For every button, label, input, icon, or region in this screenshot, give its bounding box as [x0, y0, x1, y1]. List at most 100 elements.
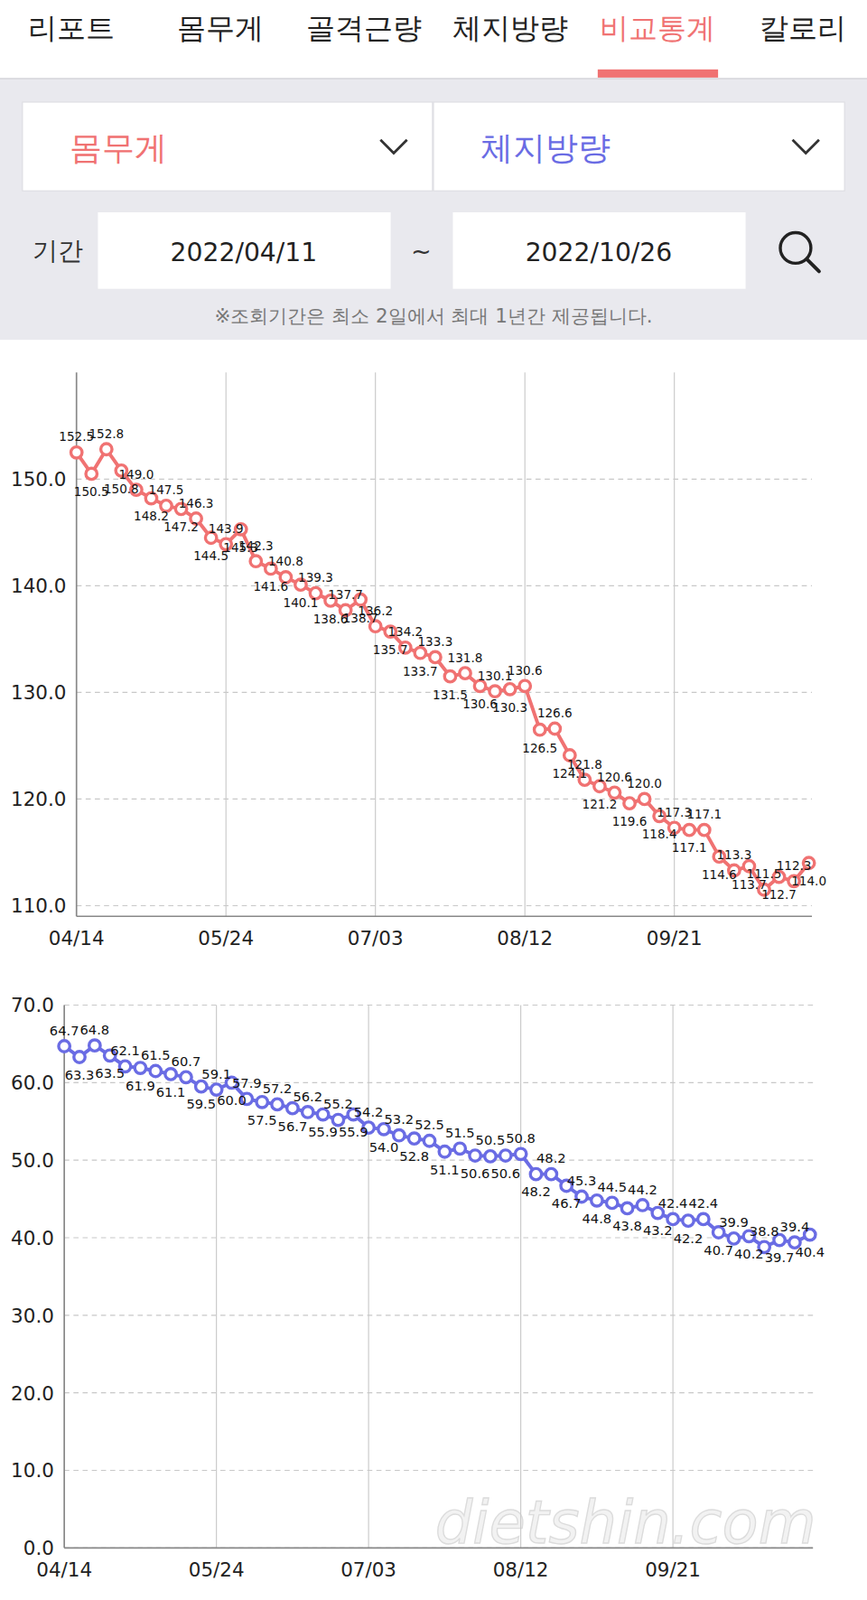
data-label: 53.2 [383, 1110, 414, 1127]
data-label: 39.7 [764, 1249, 795, 1265]
period-label: 기간 [32, 235, 84, 266]
data-label: 142.3 [238, 538, 274, 553]
grid-line [76, 585, 812, 587]
data-label: 114.0 [791, 873, 827, 888]
data-point [444, 670, 456, 681]
chevron [792, 139, 820, 154]
data-point [70, 447, 82, 458]
grid-line [64, 1081, 813, 1083]
data-label: 50.6 [490, 1165, 521, 1181]
y-tick-label: 60.0 [10, 1071, 55, 1094]
data-label: 113.3 [716, 847, 752, 862]
data-label: 143.9 [208, 521, 244, 536]
grid-line [672, 1005, 674, 1548]
data-point [250, 555, 262, 567]
x-tick-label: 07/03 [340, 1557, 397, 1581]
data-label: 149.0 [119, 466, 155, 482]
data-label: 42.4 [658, 1194, 689, 1211]
data-label: 147.2 [163, 519, 199, 534]
grid-line [520, 1005, 522, 1548]
search-button[interactable] [780, 233, 820, 272]
data-point [195, 1080, 207, 1091]
data-label: 59.1 [201, 1065, 232, 1082]
data-point [484, 1150, 496, 1162]
select-text[interactable]: 몸무게 [69, 128, 168, 168]
data-point [149, 1064, 161, 1076]
series-line [76, 448, 810, 889]
data-label: 62.1 [110, 1042, 140, 1058]
y-tick-label: 10.0 [10, 1458, 55, 1482]
data-label: 44.8 [582, 1210, 613, 1226]
grid-line [225, 372, 227, 916]
data-labels: 64.763.364.863.562.161.961.561.160.759.5… [49, 1021, 825, 1266]
data-label: 61.5 [140, 1046, 171, 1063]
data-label: 54.2 [354, 1103, 384, 1119]
data-label: 40.2 [734, 1245, 765, 1261]
data-point [85, 467, 97, 479]
data-label: 141.6 [252, 578, 289, 594]
grid-line [76, 904, 812, 906]
data-label: 40.4 [794, 1243, 825, 1259]
data-label: 146.3 [178, 495, 215, 511]
data-label: 51.5 [445, 1124, 476, 1140]
grid-line [76, 798, 812, 800]
note: ※조회기간은 최소 2일에서 최대 1년간 제공됩니다. [214, 304, 653, 327]
data-label: 50.5 [475, 1131, 506, 1147]
series-marks [70, 443, 814, 895]
data-label: 130.3 [492, 699, 528, 715]
data-point [271, 1098, 283, 1110]
start-date[interactable]: 2022/04/11 [170, 237, 318, 268]
data-label: 55.9 [307, 1123, 338, 1139]
tab[interactable]: 비교통계 [599, 11, 716, 45]
data-label: 64.8 [80, 1021, 111, 1037]
data-label: 133.7 [402, 663, 439, 679]
select-box[interactable] [433, 102, 845, 191]
data-point [519, 680, 531, 691]
data-label: 55.2 [323, 1095, 354, 1111]
data-label: 130.6 [507, 662, 543, 678]
data-label: 61.9 [125, 1077, 156, 1093]
data-label: 118.4 [642, 826, 678, 841]
y-tick-label: 0.0 [23, 1536, 55, 1559]
data-label: 59.5 [186, 1095, 216, 1111]
y-axis [63, 1005, 66, 1548]
data-point [638, 792, 650, 804]
data-label: 54.0 [369, 1138, 400, 1155]
data-point [534, 723, 546, 735]
background [0, 0, 867, 1600]
date-box[interactable] [97, 212, 391, 289]
tab[interactable]: 체지방량 [452, 11, 569, 45]
data-label: 50.6 [460, 1165, 491, 1181]
tab[interactable]: 몸무게 [177, 11, 264, 45]
panel-border [0, 77, 867, 80]
data-label: 44.2 [627, 1181, 658, 1197]
data-label: 60.0 [216, 1091, 247, 1108]
data-label: 117.1 [671, 839, 708, 855]
data-label: 64.7 [49, 1022, 80, 1038]
y-tick-label: 40.0 [10, 1226, 55, 1250]
date-box[interactable] [452, 212, 746, 289]
data-point [606, 1196, 618, 1208]
y-tick-label: 120.0 [10, 787, 66, 811]
data-label: 57.5 [247, 1111, 278, 1128]
data-label: 43.8 [612, 1217, 643, 1233]
data-label: 40.7 [703, 1241, 734, 1258]
y-tick-label: 20.0 [10, 1381, 55, 1405]
end-date[interactable]: 2022/10/26 [525, 237, 673, 268]
data-point [302, 1106, 314, 1118]
data-label: 63.3 [65, 1066, 95, 1082]
x-tick-label: 05/24 [197, 926, 254, 950]
tab[interactable]: 리포트 [27, 11, 115, 45]
data-point [469, 1149, 481, 1161]
tab[interactable]: 칼로리 [759, 11, 847, 45]
data-label: 61.1 [156, 1083, 187, 1100]
data-label: 121.2 [582, 796, 618, 812]
data-label: 60.7 [171, 1053, 202, 1069]
tab[interactable]: 골격근량 [306, 11, 422, 45]
data-label: 51.1 [429, 1161, 460, 1177]
select-box[interactable] [22, 102, 433, 191]
data-label: 126.5 [522, 740, 558, 756]
filter-panel [0, 78, 867, 340]
select-text[interactable]: 체지방량 [480, 128, 611, 168]
data-label: 42.4 [688, 1194, 718, 1211]
